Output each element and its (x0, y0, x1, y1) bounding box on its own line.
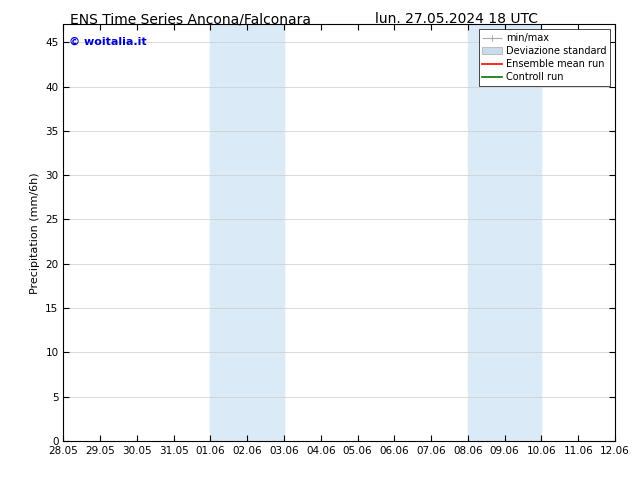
Y-axis label: Precipitation (mm/6h): Precipitation (mm/6h) (30, 172, 40, 294)
Text: lun. 27.05.2024 18 UTC: lun. 27.05.2024 18 UTC (375, 12, 538, 26)
Bar (468, 24, 541, 441)
Legend: min/max, Deviazione standard, Ensemble mean run, Controll run: min/max, Deviazione standard, Ensemble m… (479, 29, 610, 86)
Bar (210, 24, 284, 441)
Text: © woitalia.it: © woitalia.it (69, 37, 146, 47)
Text: ENS Time Series Ancona/Falconara: ENS Time Series Ancona/Falconara (70, 12, 311, 26)
